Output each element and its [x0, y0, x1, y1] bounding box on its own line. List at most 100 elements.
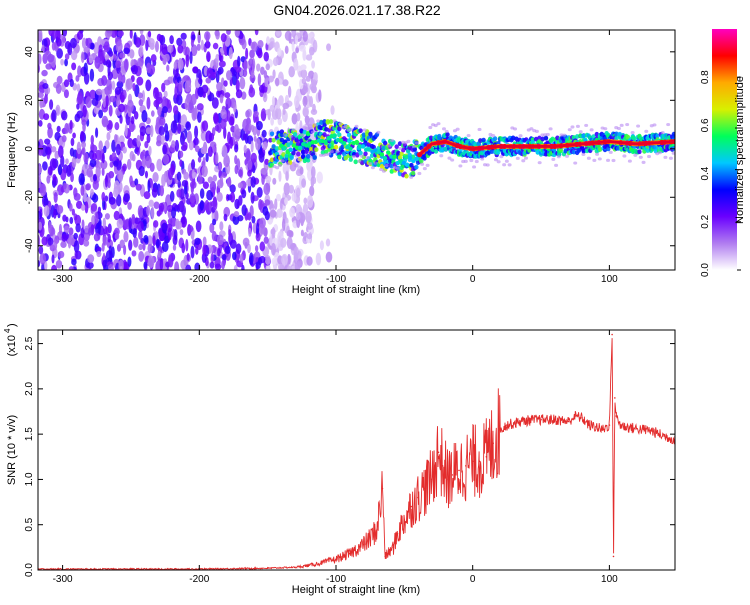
noise-speck: [218, 60, 226, 68]
snr-y-multiplier-base: (x10: [6, 335, 18, 356]
snr-y-multiplier-exponent: 4: [3, 328, 12, 333]
halo-cell: [556, 155, 561, 159]
noise-speck: [241, 189, 247, 199]
noise-speck: [77, 65, 82, 78]
noise-speck: [186, 47, 191, 56]
noise-speck: [197, 156, 202, 163]
colorbar-tick-label: 0.0: [700, 263, 711, 277]
halo-cell: [616, 126, 621, 131]
noise-speck: [44, 93, 48, 104]
noise-speck: [213, 113, 219, 125]
halo-cell: [439, 154, 444, 158]
band-cell: [355, 152, 360, 158]
noise-speck: [204, 31, 211, 41]
noise-speck: [216, 191, 223, 202]
noise-speck: [251, 69, 255, 79]
band-cell: [671, 131, 675, 137]
noise-speck: [294, 262, 301, 270]
noise-speck: [70, 37, 77, 49]
noise-speck: [194, 125, 199, 139]
noise-speck: [223, 126, 227, 139]
noise-speck: [55, 104, 61, 116]
noise-speck: [221, 260, 226, 270]
noise-speck: [225, 70, 233, 81]
snr-point: [410, 505, 412, 508]
noise-speck: [194, 262, 201, 270]
noise-speck: [283, 182, 291, 196]
noise-speck: [123, 193, 130, 203]
halo-cell: [381, 169, 386, 173]
halo-cell: [349, 127, 354, 132]
x-tick-label: -300: [53, 574, 73, 585]
noise-speck: [205, 130, 212, 144]
noise-speck: [187, 225, 194, 233]
halo-cell: [455, 127, 460, 131]
noise-speck: [176, 188, 182, 198]
halo-cell: [373, 161, 378, 165]
noise-speck: [132, 228, 137, 239]
noise-speck: [62, 30, 68, 37]
noise-speck: [155, 140, 162, 147]
halo-cell: [354, 124, 359, 128]
noise-speck: [175, 220, 183, 230]
noise-speck: [107, 71, 113, 81]
noise-speck: [219, 94, 224, 104]
noise-speck: [289, 230, 294, 238]
halo-cell: [351, 155, 356, 159]
halo-cell: [521, 159, 526, 163]
noise-speck: [63, 225, 70, 234]
band-cell: [410, 170, 416, 176]
halo-cell: [485, 163, 490, 167]
noise-speck: [173, 228, 178, 241]
noise-speck: [84, 225, 90, 233]
noise-speck: [81, 219, 85, 230]
band-cell: [274, 146, 280, 151]
halo-cell: [663, 155, 668, 159]
noise-speck: [195, 246, 199, 255]
noise-speck: [299, 166, 304, 175]
noise-speck: [166, 99, 171, 109]
noise-speck: [156, 158, 163, 172]
noise-speck: [247, 243, 251, 254]
halo-cell: [636, 124, 641, 128]
snr-point: [387, 552, 389, 555]
noise-speck: [164, 130, 170, 142]
noise-speck: [138, 99, 144, 107]
noise-speck: [249, 252, 254, 265]
snr-point: [506, 424, 508, 426]
halo-cell: [545, 132, 550, 137]
halo-cell: [570, 125, 575, 129]
noise-speck: [166, 44, 174, 54]
noise-speck: [302, 30, 308, 42]
noise-speck: [146, 62, 152, 74]
noise-speck: [38, 245, 44, 255]
band-cell: [550, 136, 555, 142]
noise-speck: [151, 110, 155, 117]
noise-speck: [311, 79, 317, 88]
snr-point: [478, 460, 481, 463]
noise-speck: [198, 77, 203, 85]
band-cell: [433, 148, 439, 154]
halo-cell: [398, 146, 403, 151]
noise-speck: [170, 120, 178, 134]
noise-speck: [118, 135, 125, 144]
noise-speck: [288, 66, 296, 78]
noise-speck: [103, 41, 110, 53]
snr-point: [492, 442, 494, 445]
noise-speck: [51, 254, 55, 264]
noise-speck: [88, 54, 94, 64]
noise-speck: [211, 230, 217, 242]
halo-cell: [275, 166, 280, 170]
noise-speck: [69, 78, 74, 88]
noise-speck: [282, 79, 289, 87]
noise-speck: [291, 41, 295, 52]
noise-speck: [258, 199, 263, 211]
snr-point: [447, 478, 449, 481]
noise-speck: [147, 30, 152, 38]
noise-speck: [286, 265, 292, 270]
halo-cell: [597, 157, 602, 161]
noise-speck: [169, 35, 174, 45]
halo-cell: [518, 134, 523, 138]
noise-speck: [76, 103, 80, 110]
noise-speck: [58, 223, 62, 235]
